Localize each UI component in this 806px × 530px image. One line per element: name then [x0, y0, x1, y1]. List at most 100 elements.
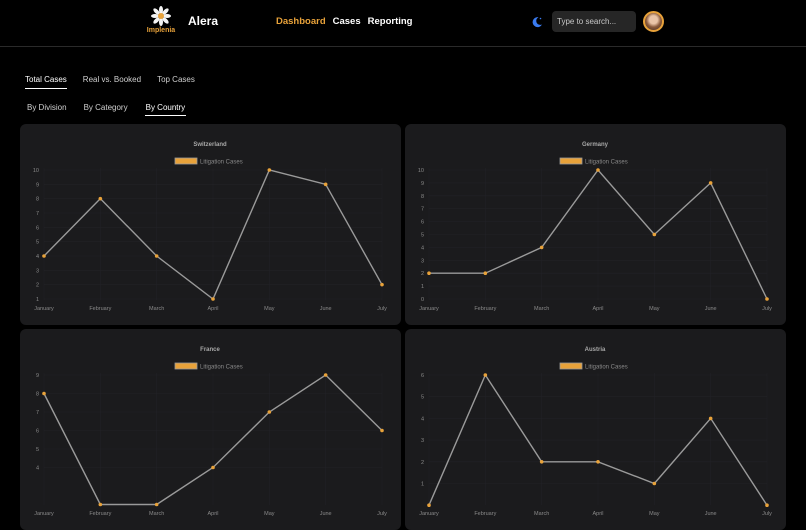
company-logo[interactable]: Implenia: [144, 6, 178, 38]
data-point[interactable]: [211, 297, 215, 301]
svg-text:July: July: [377, 511, 387, 517]
data-point[interactable]: [427, 271, 431, 275]
chart-legend[interactable]: Litigation Cases: [174, 362, 243, 371]
svg-text:April: April: [592, 306, 603, 312]
moon-icon[interactable]: [530, 15, 544, 29]
svg-text:1: 1: [36, 297, 39, 303]
subtab-by-division[interactable]: By Division: [27, 103, 67, 112]
data-point[interactable]: [323, 373, 328, 377]
svg-text:3: 3: [36, 268, 39, 274]
chart-legend[interactable]: Litigation Cases: [559, 362, 628, 371]
daisy-logo-icon: [151, 6, 171, 26]
svg-text:June: June: [705, 306, 717, 312]
legend-swatch: [559, 362, 583, 370]
legend-swatch: [174, 157, 198, 165]
x-axis: January February March April May June July: [34, 511, 387, 517]
svg-text:April: April: [592, 511, 603, 517]
svg-text:February: February: [474, 511, 496, 517]
data-point[interactable]: [98, 502, 103, 507]
nav-reporting[interactable]: Reporting: [367, 16, 413, 27]
data-point[interactable]: [42, 391, 46, 396]
chart-card-germany: Germany Litigation Cases 0 1 2 3 4 5 6 7 8 9 10 Janua…: [405, 124, 786, 325]
data-point[interactable]: [380, 282, 384, 287]
data-point[interactable]: [267, 410, 272, 414]
logo-text: Implenia: [146, 27, 176, 34]
data-point[interactable]: [483, 373, 488, 377]
chart-card-austria: Austria Litigation Cases 1 2 3 4 5 6 January Febr…: [405, 329, 786, 530]
svg-text:February: February: [89, 511, 111, 517]
line-chart: France Litigation Cases 4 5 6 7 8 9 January Febru…: [34, 347, 387, 517]
main-tabs: Total Cases Real vs. Booked Top Cases: [25, 75, 195, 89]
svg-text:June: June: [320, 306, 332, 312]
svg-text:5: 5: [421, 395, 424, 401]
data-point[interactable]: [483, 271, 488, 275]
data-point[interactable]: [380, 428, 384, 433]
svg-text:April: April: [207, 511, 218, 517]
data-point[interactable]: [211, 465, 215, 470]
svg-text:January: January: [34, 306, 54, 312]
nav-dashboard[interactable]: Dashboard: [276, 16, 326, 27]
nav-cases[interactable]: Cases: [332, 16, 361, 27]
svg-text:6: 6: [421, 220, 424, 226]
legend-label: Litigation Cases: [585, 365, 628, 371]
data-point[interactable]: [539, 245, 544, 250]
svg-text:9: 9: [421, 181, 424, 187]
svg-text:March: March: [149, 306, 164, 312]
svg-text:March: March: [534, 511, 549, 517]
data-point[interactable]: [323, 182, 328, 187]
data-point[interactable]: [539, 460, 544, 464]
svg-text:8: 8: [36, 197, 39, 203]
user-avatar[interactable]: [643, 11, 664, 32]
svg-text:8: 8: [421, 194, 424, 200]
svg-text:February: February: [89, 306, 111, 312]
svg-text:4: 4: [421, 416, 424, 422]
svg-text:10: 10: [418, 168, 424, 174]
svg-text:4: 4: [421, 245, 424, 251]
data-point[interactable]: [708, 416, 713, 421]
data-point[interactable]: [765, 503, 769, 507]
data-point[interactable]: [596, 168, 600, 172]
svg-text:5: 5: [36, 447, 39, 453]
x-axis: January February March April May June July: [34, 306, 387, 312]
chart-title: Germany: [582, 142, 609, 148]
grid-lines: [428, 373, 768, 505]
data-point[interactable]: [267, 168, 272, 172]
svg-text:2: 2: [421, 271, 424, 277]
grid-lines: [43, 373, 383, 505]
data-point[interactable]: [652, 232, 657, 237]
sub-tabs: By Division By Category By Country: [27, 103, 187, 116]
grid-lines: [428, 168, 768, 300]
subtab-by-country[interactable]: By Country: [144, 103, 187, 116]
tab-top-cases[interactable]: Top Cases: [157, 75, 195, 84]
tab-real-vs-booked[interactable]: Real vs. Booked: [82, 75, 142, 84]
data-point[interactable]: [652, 481, 657, 486]
search-input[interactable]: [552, 11, 636, 32]
svg-text:8: 8: [36, 392, 39, 398]
svg-text:July: July: [762, 511, 772, 517]
svg-text:10: 10: [33, 168, 39, 174]
legend-label: Litigation Cases: [200, 160, 243, 166]
data-point[interactable]: [154, 502, 159, 507]
data-point[interactable]: [42, 254, 46, 258]
data-point[interactable]: [765, 297, 769, 301]
chart-legend[interactable]: Litigation Cases: [174, 157, 243, 166]
tab-total-cases[interactable]: Total Cases: [25, 75, 67, 89]
y-axis: 1 2 3 4 5 6 7 8 9 10: [33, 168, 39, 303]
data-point[interactable]: [708, 181, 713, 185]
subtab-by-category[interactable]: By Category: [83, 103, 128, 112]
x-axis: January February March April May June July: [419, 511, 772, 517]
chart-legend[interactable]: Litigation Cases: [559, 157, 628, 166]
data-point[interactable]: [154, 254, 159, 258]
svg-text:4: 4: [36, 466, 39, 472]
svg-text:July: July: [377, 306, 387, 312]
svg-text:6: 6: [36, 225, 39, 231]
svg-text:May: May: [649, 511, 660, 517]
chart-card-france: France Litigation Cases 4 5 6 7 8 9 January Febru…: [20, 329, 401, 530]
svg-text:July: July: [762, 306, 772, 312]
data-point[interactable]: [596, 460, 600, 464]
svg-text:June: June: [705, 511, 717, 517]
data-point[interactable]: [427, 503, 431, 507]
svg-text:June: June: [320, 511, 332, 517]
chart-card-switzerland: Switzerland Litigation Cases 1 2 3 4 5 6 7 8 9 10 Ja…: [20, 124, 401, 325]
data-point[interactable]: [98, 196, 103, 201]
